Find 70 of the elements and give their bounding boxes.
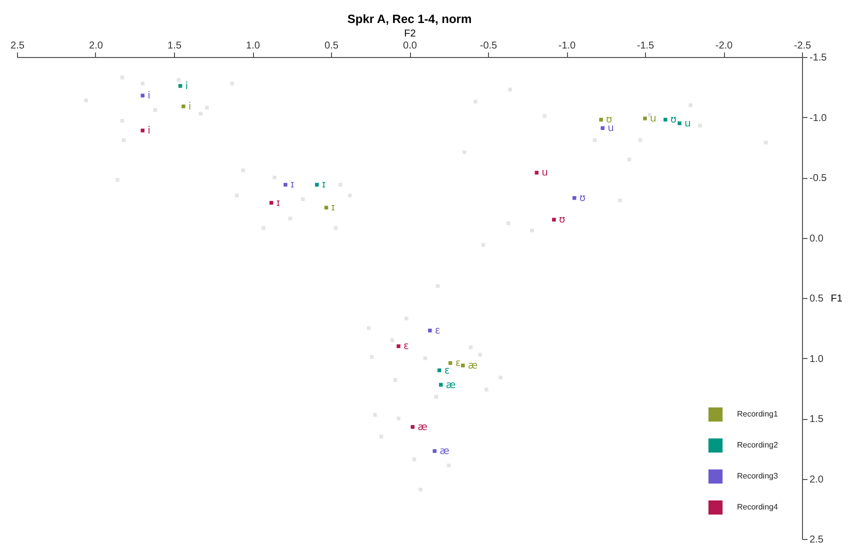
point xyxy=(599,118,603,122)
point xyxy=(448,361,452,365)
data-label: ʊ xyxy=(670,114,677,126)
point xyxy=(600,126,604,130)
point xyxy=(552,218,556,222)
legend-label: Recording3 xyxy=(737,472,778,480)
x-tick-label: 1.0 xyxy=(246,40,260,52)
y-tick-label: -1.0 xyxy=(810,112,828,124)
point xyxy=(140,94,144,98)
data-label: ʊ xyxy=(606,114,612,126)
data-label: æ xyxy=(418,422,428,433)
data-label: ɛ xyxy=(455,358,461,370)
point xyxy=(678,121,682,126)
point xyxy=(410,425,415,429)
point xyxy=(643,116,647,120)
x-tick-label: -1.5 xyxy=(636,40,655,52)
legend-label: Recording2 xyxy=(737,440,778,450)
point xyxy=(461,364,465,368)
data-label: æ xyxy=(446,380,456,391)
point xyxy=(439,382,443,387)
x-tick-label: 1.5 xyxy=(168,40,182,52)
point xyxy=(664,118,668,122)
y-tick-label: -0.5 xyxy=(810,173,828,184)
point xyxy=(182,104,186,108)
data-label: æ xyxy=(468,360,478,372)
legend-label: Recording4 xyxy=(737,502,778,512)
x-tick-label: -1.0 xyxy=(558,40,576,52)
y-tick-label: 2.5 xyxy=(810,534,824,545)
data-label: u xyxy=(542,168,548,179)
x-tick-label: 0.0 xyxy=(403,40,418,52)
data-label: i xyxy=(188,101,192,112)
y-tick-label: 0.0 xyxy=(810,233,824,244)
point xyxy=(432,449,436,453)
y-axis-title: F1 xyxy=(830,294,843,304)
y-tick-label: 0.5 xyxy=(810,294,824,304)
data-label: u xyxy=(650,113,656,124)
y-tick-label: 1.0 xyxy=(810,354,824,365)
data-label: i xyxy=(148,90,150,102)
data-label: ɛ xyxy=(444,365,450,376)
x-tick-label: 2.5 xyxy=(10,40,25,52)
point xyxy=(178,84,182,88)
data-label: æ xyxy=(440,446,450,458)
y-tick-label: -1.5 xyxy=(810,52,828,64)
data-label: ɪ xyxy=(331,202,336,214)
x-tick-label: -2.5 xyxy=(794,40,812,52)
point xyxy=(140,128,144,132)
data-label: u xyxy=(608,123,614,134)
data-label: u xyxy=(684,118,691,130)
data-label: ʊ xyxy=(579,192,586,204)
point xyxy=(284,182,288,187)
chart-title: Spkr A, Rec 1-4, norm xyxy=(347,12,472,26)
x-axis-title: F2 xyxy=(404,28,416,40)
point xyxy=(572,196,576,200)
data-label: ɛ xyxy=(404,341,409,352)
point xyxy=(428,328,432,332)
data-label: ɪ xyxy=(276,198,280,209)
data-label: i xyxy=(185,80,188,92)
data-label: ɪ xyxy=(322,180,326,191)
y-tick-label: 1.5 xyxy=(810,414,824,425)
data-label: ɛ xyxy=(434,326,440,337)
legend-label: Recording1 xyxy=(737,410,778,418)
point xyxy=(396,344,400,348)
data-label: i xyxy=(148,126,150,137)
y-tick-label: 2.0 xyxy=(810,474,824,486)
x-tick-label: -0.5 xyxy=(480,40,498,52)
data-label: ɪ xyxy=(290,180,294,191)
x-tick-label: 0.5 xyxy=(324,40,339,52)
x-tick-label: -2.0 xyxy=(715,40,734,52)
x-tick-label: 2.0 xyxy=(89,40,104,52)
data-label: ʊ xyxy=(558,214,566,226)
